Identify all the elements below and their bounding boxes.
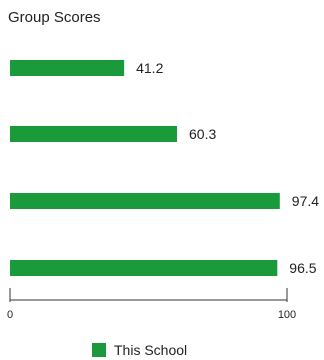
bar-3 [10, 260, 278, 276]
x-tick-label-0: 0 [7, 309, 13, 321]
chart-plot: 41.2 60.3 97.4 96.5 0 100 [7, 60, 319, 321]
bar-1 [10, 126, 178, 142]
legend-swatch [92, 343, 106, 357]
legend: This School [92, 340, 187, 360]
legend-label: This School [114, 342, 188, 358]
x-tick-label-1: 100 [278, 309, 296, 321]
chart-title: Group Scores [8, 9, 101, 26]
bar-value-label-2: 97.4 [292, 193, 319, 209]
bar-0 [10, 60, 125, 76]
bar-value-label-0: 41.2 [136, 60, 163, 76]
bar-value-label-3: 96.5 [289, 260, 316, 276]
bar-2 [10, 193, 280, 209]
bar-value-label-1: 60.3 [189, 126, 216, 142]
